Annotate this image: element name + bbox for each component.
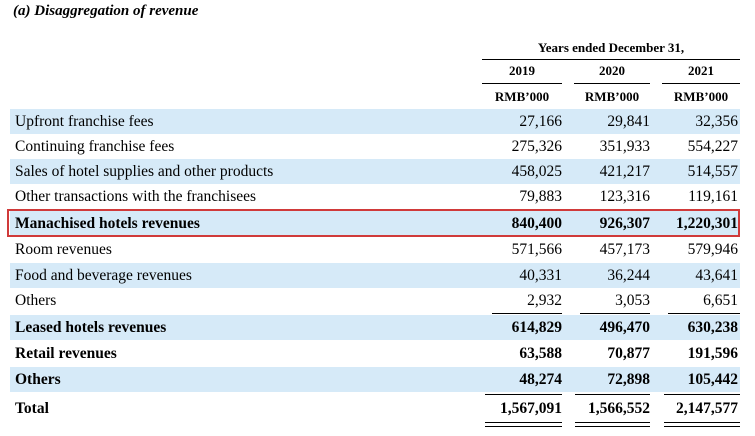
section-title: (a) Disaggregation of revenue (13, 3, 199, 19)
row-label: Total (15, 400, 49, 417)
total-double-rule-2019 (485, 422, 562, 427)
unit-header-2021: RMB’000 (673, 89, 729, 104)
table-row: Others 2,932 3,053 6,651 (10, 288, 740, 313)
table-row: Other transactions with the franchisees … (10, 184, 740, 209)
year-underline-2019 (482, 83, 562, 84)
value-2020: 496,470 (599, 319, 650, 336)
table-row: Food and beverage revenues 40,331 36,244… (10, 263, 740, 288)
value-2019: 840,400 (511, 215, 562, 232)
value-2021: 579,946 (687, 241, 738, 258)
row-label: Continuing franchise fees (15, 138, 175, 155)
highlight-box (7, 209, 740, 237)
table-row: Continuing franchise fees 275,326 351,93… (10, 134, 740, 159)
value-2021: 105,442 (687, 371, 738, 388)
subtotal-rule-2020 (580, 313, 650, 314)
unit-header-2019: RMB’000 (494, 89, 550, 104)
subtotal-rule-2021 (668, 313, 740, 314)
row-label: Manachised hotels revenues (15, 215, 200, 232)
total-double-rule-2021 (664, 422, 740, 427)
table-row-subtotal: Others 48,274 72,898 105,442 (10, 367, 740, 392)
unit-header-2020: RMB’000 (584, 89, 640, 104)
value-2020: 29,841 (607, 113, 650, 130)
row-label: Food and beverage revenues (15, 267, 192, 284)
total-rule-2019 (485, 394, 562, 395)
value-2020: 351,933 (599, 138, 650, 155)
value-2020: 1,566,552 (588, 400, 650, 417)
value-2019: 79,883 (519, 188, 562, 205)
value-2019: 275,326 (511, 138, 562, 155)
value-2019: 458,025 (511, 163, 562, 180)
period-underline (482, 59, 740, 60)
value-2019: 2,932 (527, 292, 562, 309)
value-2020: 421,217 (599, 163, 650, 180)
year-underline-2021 (662, 83, 740, 84)
row-label: Other transactions with the franchisees (15, 188, 257, 205)
value-2019: 571,566 (511, 241, 562, 258)
table-row: Sales of hotel supplies and other produc… (10, 159, 740, 184)
value-2020: 457,173 (599, 241, 650, 258)
value-2021: 6,651 (703, 292, 738, 309)
value-2020: 72,898 (607, 371, 650, 388)
row-label: Retail revenues (15, 345, 117, 362)
table-row-subtotal: Retail revenues 63,588 70,877 191,596 (10, 341, 740, 366)
table-row: Upfront franchise fees 27,166 29,841 32,… (10, 109, 740, 134)
year-header-2020: 2020 (599, 63, 625, 78)
table-row: Room revenues 571,566 457,173 579,946 (10, 237, 740, 262)
table-row-subtotal: Manachised hotels revenues 840,400 926,3… (10, 211, 740, 236)
period-header: Years ended December 31, (537, 40, 685, 55)
row-label: Others (15, 292, 57, 309)
row-label: Room revenues (15, 241, 112, 258)
value-2020: 36,244 (607, 267, 650, 284)
table-row-subtotal: Leased hotels revenues 614,829 496,470 6… (10, 315, 740, 340)
value-2019: 27,166 (519, 113, 562, 130)
value-2019: 614,829 (511, 319, 562, 336)
value-2021: 554,227 (687, 138, 738, 155)
year-underline-2020 (574, 83, 650, 84)
total-double-rule-2020 (575, 422, 650, 427)
value-2021: 1,220,301 (676, 215, 738, 232)
row-label: Sales of hotel supplies and other produc… (15, 163, 274, 180)
value-2021: 630,238 (687, 319, 738, 336)
value-2019: 1,567,091 (500, 400, 562, 417)
total-rule-2021 (664, 394, 740, 395)
value-2021: 43,641 (695, 267, 738, 284)
value-2021: 2,147,577 (676, 400, 738, 417)
row-label: Upfront franchise fees (15, 113, 154, 130)
value-2020: 3,053 (615, 292, 650, 309)
value-2020: 70,877 (607, 345, 650, 362)
row-label: Others (15, 371, 61, 388)
value-2021: 119,161 (688, 188, 738, 205)
value-2019: 63,588 (519, 345, 562, 362)
value-2021: 32,356 (695, 113, 738, 130)
value-2019: 48,274 (519, 371, 562, 388)
value-2021: 514,557 (687, 163, 738, 180)
value-2019: 40,331 (519, 267, 562, 284)
value-2020: 123,316 (599, 188, 650, 205)
total-rule-2020 (575, 394, 650, 395)
value-2020: 926,307 (599, 215, 650, 232)
subtotal-rule-2019 (492, 313, 562, 314)
year-header-2021: 2021 (688, 63, 714, 78)
value-2021: 191,596 (687, 345, 738, 362)
row-label: Leased hotels revenues (15, 319, 167, 336)
table-row-total: Total 1,567,091 1,566,552 2,147,577 (10, 396, 740, 421)
year-header-2019: 2019 (509, 63, 535, 78)
